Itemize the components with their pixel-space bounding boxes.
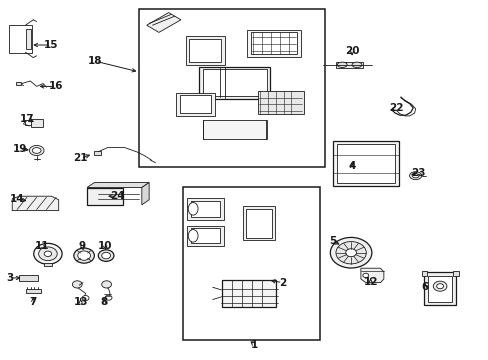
Bar: [25, 120, 31, 125]
Bar: [222, 280, 276, 307]
Text: 13: 13: [73, 297, 88, 307]
Polygon shape: [142, 183, 149, 205]
Ellipse shape: [335, 242, 366, 264]
Bar: [336, 62, 362, 68]
Text: 8: 8: [101, 297, 107, 307]
Bar: [258, 91, 304, 114]
Ellipse shape: [362, 273, 368, 278]
Ellipse shape: [411, 174, 418, 178]
Ellipse shape: [188, 230, 198, 242]
Bar: [246, 30, 300, 57]
Text: 7: 7: [29, 297, 37, 307]
Ellipse shape: [82, 296, 89, 301]
Bar: [250, 32, 297, 54]
Text: 23: 23: [410, 168, 425, 178]
Bar: [190, 201, 220, 217]
Bar: [19, 275, 38, 281]
Bar: [9, 25, 32, 53]
Bar: [421, 271, 427, 276]
Text: 14: 14: [10, 194, 24, 204]
Bar: [332, 141, 398, 186]
Ellipse shape: [330, 238, 371, 268]
Text: 21: 21: [73, 153, 88, 163]
Text: 12: 12: [363, 276, 377, 287]
Bar: [187, 198, 224, 220]
Ellipse shape: [436, 284, 443, 289]
Ellipse shape: [105, 295, 112, 300]
Bar: [189, 39, 221, 62]
Bar: [336, 144, 394, 183]
Bar: [183, 187, 320, 340]
Text: 3: 3: [6, 273, 13, 283]
Text: 2: 2: [279, 278, 285, 288]
Ellipse shape: [32, 148, 41, 153]
Text: 1: 1: [250, 340, 257, 350]
Ellipse shape: [345, 249, 356, 257]
Bar: [199, 67, 269, 99]
Bar: [243, 206, 274, 240]
Text: 24: 24: [110, 191, 124, 201]
Text: 9: 9: [79, 240, 85, 251]
Bar: [190, 228, 220, 243]
Ellipse shape: [78, 251, 90, 260]
Ellipse shape: [337, 62, 346, 68]
Bar: [176, 93, 215, 116]
Ellipse shape: [29, 145, 44, 156]
Bar: [424, 272, 455, 305]
Bar: [187, 226, 224, 246]
Text: 19: 19: [12, 144, 27, 154]
Ellipse shape: [39, 247, 57, 261]
Bar: [43, 263, 52, 266]
Bar: [139, 9, 325, 167]
Ellipse shape: [408, 172, 421, 180]
Text: 15: 15: [44, 40, 59, 50]
Ellipse shape: [44, 251, 52, 256]
Polygon shape: [146, 13, 181, 32]
Text: 20: 20: [344, 46, 359, 56]
Polygon shape: [360, 268, 383, 283]
Polygon shape: [12, 196, 59, 211]
Text: 16: 16: [49, 81, 63, 91]
Bar: [16, 82, 21, 85]
Bar: [87, 188, 123, 205]
Text: 5: 5: [328, 236, 335, 246]
Ellipse shape: [188, 202, 198, 215]
Bar: [94, 151, 101, 155]
Ellipse shape: [74, 248, 94, 263]
Ellipse shape: [102, 281, 111, 288]
Bar: [26, 289, 41, 293]
Text: 10: 10: [98, 240, 112, 251]
Text: 6: 6: [421, 282, 428, 292]
Bar: [452, 271, 458, 276]
Bar: [203, 69, 266, 96]
Bar: [30, 119, 43, 127]
Ellipse shape: [98, 250, 114, 261]
Bar: [246, 209, 271, 238]
Bar: [427, 276, 451, 302]
Text: 17: 17: [20, 114, 34, 124]
Ellipse shape: [72, 281, 82, 288]
Text: 4: 4: [347, 161, 355, 171]
Polygon shape: [87, 183, 149, 188]
Bar: [180, 95, 211, 113]
Bar: [185, 36, 224, 65]
Ellipse shape: [102, 252, 110, 259]
Text: 18: 18: [88, 56, 102, 66]
Ellipse shape: [432, 281, 446, 291]
Text: 22: 22: [388, 103, 403, 113]
Text: 11: 11: [34, 240, 49, 251]
Bar: [203, 120, 266, 139]
Bar: [26, 29, 31, 49]
Ellipse shape: [34, 243, 62, 264]
Ellipse shape: [351, 62, 361, 68]
